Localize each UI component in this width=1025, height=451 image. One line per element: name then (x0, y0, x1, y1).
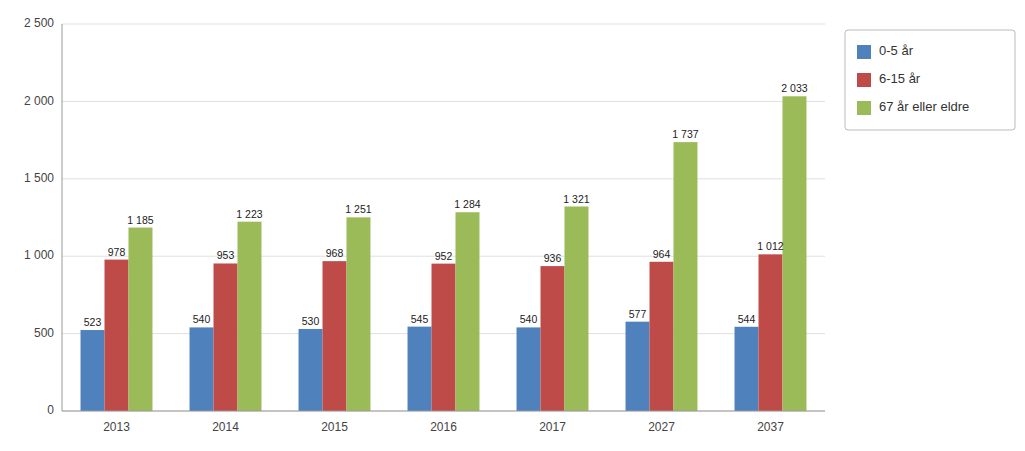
bar (323, 261, 347, 411)
x-tick-label: 2017 (539, 420, 566, 434)
x-tick-label: 2014 (212, 420, 239, 434)
y-grid (62, 24, 825, 411)
bar (564, 207, 588, 411)
y-tick-label: 1 500 (24, 171, 54, 185)
data-label: 540 (520, 313, 538, 325)
data-label: 1 185 (127, 214, 153, 226)
bar (105, 260, 129, 411)
grid-line (62, 178, 825, 179)
legend-box (845, 30, 1015, 130)
data-label: 544 (738, 313, 756, 325)
bar (128, 228, 152, 411)
x-tick-label: 2027 (648, 420, 675, 434)
y-tick-label: 0 (47, 403, 54, 417)
data-label: 540 (193, 313, 211, 325)
bar (346, 217, 370, 411)
bar (214, 263, 238, 411)
grid-line (62, 411, 825, 412)
y-tick-label: 2 000 (24, 94, 54, 108)
x-axis: 2013 2014 2015 2016 2017 2027 2037 (103, 420, 784, 434)
y-axis-line (62, 24, 63, 411)
data-label: 1 223 (236, 208, 262, 220)
grid-line (62, 24, 825, 25)
bar (455, 212, 479, 411)
x-tick-label: 2016 (430, 420, 457, 434)
page: {"chart_data": { "type": "bar", "categor… (0, 0, 1025, 451)
axes (62, 24, 825, 411)
data-label: 523 (84, 316, 102, 328)
bar (299, 329, 323, 411)
data-label: 936 (544, 252, 562, 264)
data-label: 1 251 (345, 203, 371, 215)
bar (735, 327, 759, 411)
bar (432, 264, 456, 411)
data-label: 1 737 (672, 128, 698, 140)
data-label: 953 (217, 249, 235, 261)
x-tick-label: 2013 (103, 420, 130, 434)
y-tick-label: 2 500 (24, 16, 54, 30)
y-tick-label: 500 (34, 326, 54, 340)
data-label: 577 (629, 308, 647, 320)
legend-swatch (857, 45, 871, 59)
data-label: 545 (411, 313, 429, 325)
data-label: 1 321 (563, 193, 589, 205)
y-axis: 0 500 1 000 1 500 2 000 2 500 (24, 16, 54, 417)
x-axis-line (62, 411, 825, 412)
bars (81, 96, 807, 411)
bar (190, 327, 214, 411)
bar (626, 322, 650, 411)
data-label: 968 (326, 247, 344, 259)
bar (759, 254, 783, 411)
data-label: 530 (302, 315, 320, 327)
bar (517, 327, 541, 411)
data-label: 1 284 (454, 198, 480, 210)
grid-line (62, 101, 825, 102)
bar (237, 222, 261, 411)
legend-swatch (857, 101, 871, 115)
data-label: 952 (435, 250, 453, 262)
y-tick-label: 1 000 (24, 248, 54, 262)
bar (782, 96, 806, 411)
legend-label: 6-15 år (879, 71, 921, 86)
data-label: 978 (108, 246, 126, 258)
x-tick-label: 2037 (757, 420, 784, 434)
chart: 05001 0001 5002 0002 5005235405305455405… (0, 0, 1025, 451)
legend: 0-5 år 6-15 år 67 år eller eldre (845, 30, 1015, 130)
legend-label: 0-5 år (879, 43, 914, 58)
bar (408, 327, 432, 411)
data-labels: 523 540 530 545 540 577 544 978 953 968 952 936 964 1… (84, 82, 808, 328)
legend-label: 67 år eller eldre (879, 99, 969, 114)
data-label: 1 012 (757, 240, 783, 252)
bar (541, 266, 565, 411)
bar (81, 330, 105, 411)
bar (650, 262, 674, 411)
legend-swatch (857, 73, 871, 87)
bar (673, 142, 697, 411)
x-tick-label: 2015 (321, 420, 348, 434)
data-label: 964 (653, 248, 671, 260)
data-label: 2 033 (781, 82, 807, 94)
